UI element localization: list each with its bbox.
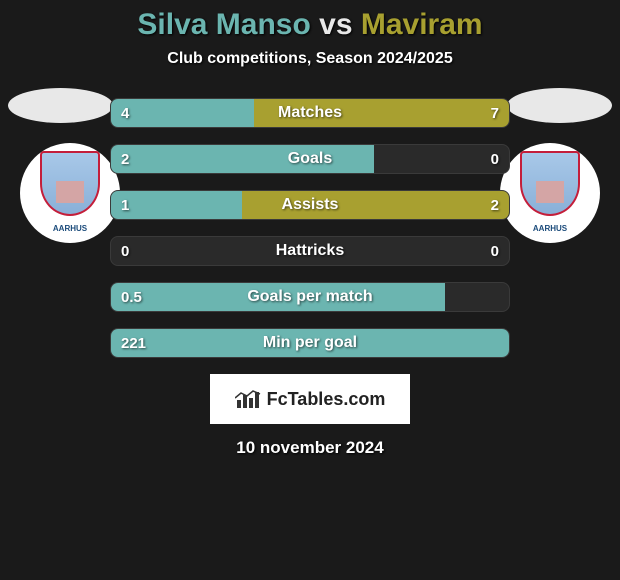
comparison-content: AGF AARHUS AGF AARHUS 47Matches 20Goals 12… [0, 98, 620, 458]
stat-label: Min per goal [111, 329, 509, 357]
stat-label: Assists [111, 191, 509, 219]
badge-city: AARHUS [49, 224, 91, 233]
stat-row: 0.5Goals per match [110, 282, 510, 312]
date-label: 10 november 2024 [0, 438, 620, 458]
title-vs: vs [319, 8, 352, 41]
stat-row: 20Goals [110, 144, 510, 174]
player-right-photo [507, 88, 612, 123]
club-badge-right: AGF AARHUS [500, 143, 600, 243]
player-left-photo [8, 88, 113, 123]
page-title: Silva Manso vs Maviram [0, 0, 620, 42]
player-right-name: Maviram [361, 8, 483, 41]
logo-text: FcTables.com [267, 389, 386, 410]
stat-label: Goals per match [111, 283, 509, 311]
stat-label: Matches [111, 99, 509, 127]
badge-city: AARHUS [529, 224, 571, 233]
stat-label: Goals [111, 145, 509, 173]
stat-label: Hattricks [111, 237, 509, 265]
stat-row: 47Matches [110, 98, 510, 128]
player-left-name: Silva Manso [137, 8, 310, 41]
stat-row: 00Hattricks [110, 236, 510, 266]
stat-row: 12Assists [110, 190, 510, 220]
fctables-logo: FcTables.com [210, 374, 410, 424]
chart-icon [235, 388, 261, 410]
stat-row: 221Min per goal [110, 328, 510, 358]
subtitle: Club competitions, Season 2024/2025 [0, 50, 620, 68]
club-badge-left: AGF AARHUS [20, 143, 120, 243]
stat-bars: 47Matches 20Goals 12Assists 00Hattricks 0.5G… [110, 98, 510, 358]
